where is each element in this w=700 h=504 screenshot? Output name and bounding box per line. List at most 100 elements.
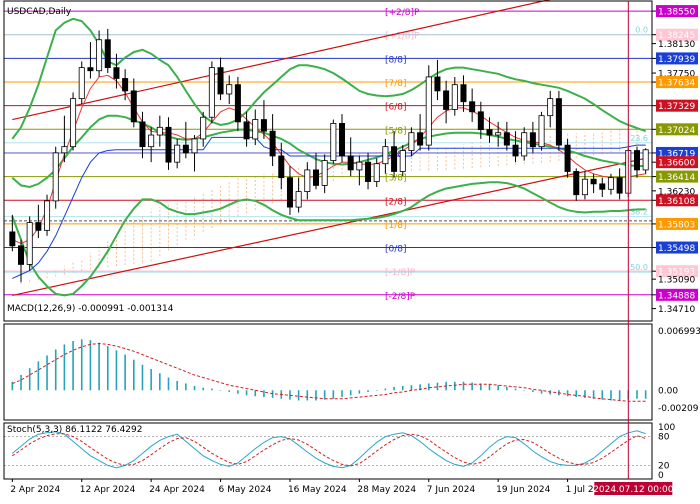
price-tag-bg [656, 170, 698, 183]
candle-body [234, 84, 241, 123]
macd-bar [436, 382, 439, 391]
macd-bar [176, 380, 178, 391]
macd-bar [610, 390, 612, 401]
macd-bar [167, 377, 170, 391]
frame-layer [3, 0, 653, 480]
panel-frame-2 [3, 422, 653, 480]
macd-bar [497, 385, 499, 391]
stoch-main-line [11, 430, 646, 469]
macd-tick-label: 0.00 [658, 386, 678, 396]
macd-bar [506, 386, 508, 391]
candle-body [26, 222, 33, 265]
candle-body [174, 144, 181, 163]
stoch-tick-label: 80 [658, 433, 670, 443]
candle-body [521, 132, 528, 157]
candle-body [555, 98, 562, 146]
macd-bar [514, 388, 517, 391]
murrey-level-label: [1/8] [385, 221, 407, 231]
candle-body [286, 177, 293, 208]
macd-bar [540, 390, 543, 394]
candle-body [243, 121, 250, 140]
candle-body [165, 126, 172, 163]
fib-label: 50.0 [630, 263, 648, 272]
candle-body [252, 119, 259, 140]
candle-body [399, 150, 406, 172]
candle-body [18, 245, 25, 265]
price-label: 1.38550 [658, 8, 695, 18]
candle-body [477, 111, 484, 131]
candle-body [425, 76, 432, 146]
date-label: 16 May 2024 [288, 485, 347, 495]
macd-bar [219, 390, 222, 391]
macd-bar [471, 382, 473, 391]
candles-layer [9, 28, 649, 283]
date-label: 24 Apr 2024 [149, 485, 205, 495]
price-tag-bg [656, 76, 698, 89]
channel-lower-line [12, 157, 646, 297]
candle-body [538, 115, 545, 148]
macd-bar [592, 390, 595, 399]
murrey-level-label: [-1/8]P [385, 268, 416, 278]
macd-bar [63, 344, 66, 391]
macd-bar [245, 390, 248, 396]
macd-label: MACD(12,26,9) -0.000991 -0.001314 [7, 304, 174, 314]
candle-body [330, 123, 337, 162]
candle-body [356, 161, 363, 171]
macd-bar [80, 339, 83, 391]
candle-body [52, 152, 59, 202]
stoch-tick-label: 0 [658, 471, 664, 481]
candle-body [156, 126, 163, 136]
macd-bar [132, 359, 135, 391]
date-label: 7 Jun 2024 [427, 485, 476, 495]
panel-frame-0 [3, 0, 653, 322]
stoch-layer [4, 430, 652, 469]
candle-body [139, 121, 146, 148]
stoch-label: Stoch(5,3,3) 86.1122 76.4292 [7, 425, 142, 435]
current-date-badge-bg [594, 482, 673, 495]
macd-bar [480, 383, 482, 391]
candle-body [339, 123, 346, 157]
candle-body [87, 67, 94, 72]
bollinger-upper [11, 17, 647, 140]
macd-bar [393, 386, 395, 391]
price-label: 1.36414 [658, 173, 695, 183]
candle-body [443, 90, 450, 110]
macd-bar [46, 355, 48, 391]
murrey-level-label: [5/8] [385, 126, 407, 136]
macd-bar [384, 388, 387, 391]
candle-body [61, 146, 68, 154]
date-label: 28 May 2024 [357, 485, 416, 495]
candle-body [191, 138, 198, 154]
price-label: 1.36230 [658, 187, 695, 197]
candle-body [226, 84, 233, 95]
price-tag-bg [656, 99, 698, 112]
candle-body [633, 150, 640, 171]
fib-label: 23.6 [630, 134, 648, 143]
date-label: 19 Jun 2024 [496, 485, 550, 495]
candle-body [200, 116, 207, 140]
channel-upper-line [12, 0, 551, 121]
candle-body [607, 177, 614, 190]
macd-bar [37, 361, 40, 391]
price-label: 1.36600 [658, 159, 695, 169]
price-tag-bg [656, 52, 698, 65]
stoch-tick-label: 100 [658, 423, 675, 433]
price-tag-bg [656, 28, 698, 41]
macd-bar [202, 387, 205, 391]
candle-body [113, 67, 120, 79]
candle-body [347, 155, 354, 171]
candle-body [260, 119, 267, 132]
candle-body [564, 144, 571, 172]
murrey-level-label: [6/8] [385, 103, 407, 113]
macd-bar [532, 390, 534, 392]
candle-body [148, 134, 155, 148]
macd-bar [28, 368, 31, 391]
macd-bar [349, 390, 352, 396]
candle-body [616, 177, 623, 194]
bollinger-lower [11, 181, 646, 297]
murrey-level-label: [+2/8]P [385, 8, 420, 18]
candle-body [434, 76, 441, 92]
macd-bar [401, 386, 404, 391]
candle-body [312, 169, 319, 186]
